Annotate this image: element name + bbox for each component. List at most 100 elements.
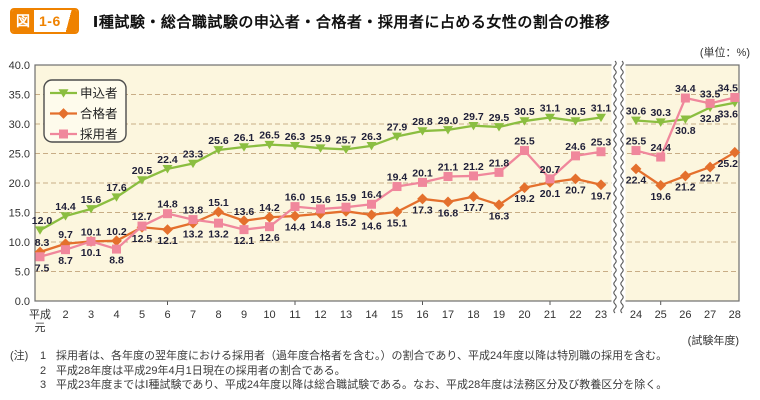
svg-text:平成: 平成	[29, 308, 51, 321]
note-number: 3	[40, 379, 47, 391]
svg-text:16.3: 16.3	[489, 210, 510, 222]
axis-break-wavy-line	[620, 60, 624, 314]
svg-text:23.3: 23.3	[183, 149, 204, 161]
svg-text:14.4: 14.4	[55, 201, 76, 213]
svg-text:25.3: 25.3	[591, 137, 612, 149]
svg-text:33.5: 33.5	[700, 88, 721, 100]
note-row: 3 平成23年度まではⅠ種試験であり、平成24年度以降は総合職試験である。なお、…	[10, 378, 667, 393]
y-axis-tick-label: 5.0	[15, 267, 30, 279]
y-axis-tick-label: 25.0	[9, 149, 30, 161]
svg-text:26.5: 26.5	[259, 130, 280, 142]
legend-label: 申込者	[80, 87, 118, 101]
svg-text:19.4: 19.4	[387, 172, 408, 184]
svg-text:20.5: 20.5	[132, 165, 153, 177]
svg-text:24: 24	[630, 309, 642, 321]
page-title: Ⅰ種試験・総合職試験の申込者・合格者・採用者に占める女性の割合の推移	[92, 13, 611, 31]
svg-text:8.8: 8.8	[109, 255, 124, 267]
svg-text:4: 4	[113, 309, 119, 321]
svg-text:22.4: 22.4	[157, 154, 178, 166]
note-row: (注) 1 採用者は、各年度の翌年度における採用者（過年度合格者を含む。）の割合…	[10, 349, 667, 364]
svg-text:13.2: 13.2	[183, 229, 204, 241]
legend-label: 採用者	[80, 128, 118, 142]
svg-text:8.7: 8.7	[58, 255, 73, 267]
svg-text:14.2: 14.2	[259, 202, 280, 214]
svg-text:33.6: 33.6	[718, 108, 739, 120]
svg-text:15: 15	[391, 309, 403, 321]
svg-text:14.6: 14.6	[361, 220, 382, 232]
svg-text:21.2: 21.2	[675, 181, 696, 193]
svg-text:16: 16	[416, 309, 428, 321]
axis-break-wavy-line	[613, 60, 617, 314]
svg-text:3: 3	[88, 309, 94, 321]
svg-text:25.9: 25.9	[310, 133, 331, 145]
legend-label: 合格者	[80, 106, 118, 121]
svg-text:21.1: 21.1	[438, 162, 459, 174]
svg-text:22.4: 22.4	[626, 174, 647, 186]
svg-text:30.3: 30.3	[650, 107, 671, 119]
y-axis-tick-label: 0.0	[15, 296, 30, 308]
svg-text:2: 2	[62, 309, 68, 321]
svg-text:17.6: 17.6	[106, 182, 127, 194]
svg-text:22.7: 22.7	[700, 173, 721, 185]
svg-text:30.5: 30.5	[514, 106, 535, 118]
axis-break-band	[611, 60, 626, 312]
svg-text:34.4: 34.4	[675, 83, 696, 95]
figure-badge-number: 1-6	[39, 13, 61, 29]
svg-text:13.2: 13.2	[208, 229, 229, 241]
figure-badge-prefix: 図	[12, 10, 34, 32]
plot-border	[34, 64, 740, 302]
svg-text:23: 23	[595, 309, 607, 321]
svg-text:25.5: 25.5	[626, 136, 647, 148]
svg-text:21.2: 21.2	[463, 161, 484, 173]
y-axis-tick-label: 20.0	[9, 178, 30, 190]
svg-text:15.1: 15.1	[208, 197, 229, 209]
svg-text:13.8: 13.8	[183, 205, 204, 217]
y-axis-tick-label: 10.0	[9, 237, 30, 249]
svg-text:30.6: 30.6	[626, 105, 647, 117]
svg-text:7: 7	[190, 309, 196, 321]
svg-text:19: 19	[493, 309, 505, 321]
svg-text:8: 8	[215, 309, 221, 321]
svg-text:25.7: 25.7	[336, 134, 357, 146]
note-prefix: (注)	[10, 350, 29, 362]
svg-text:30.5: 30.5	[565, 106, 586, 118]
svg-text:26.3: 26.3	[361, 131, 382, 143]
y-axis-tick-label: 35.0	[9, 90, 30, 102]
svg-text:31.1: 31.1	[540, 103, 561, 115]
svg-text:16.4: 16.4	[361, 189, 382, 201]
svg-text:18: 18	[467, 309, 479, 321]
svg-text:29.5: 29.5	[489, 112, 510, 124]
svg-text:32.8: 32.8	[700, 113, 721, 125]
svg-text:26: 26	[679, 309, 691, 321]
svg-text:9.7: 9.7	[58, 229, 73, 241]
svg-text:34.5: 34.5	[718, 82, 739, 94]
note-number: 1	[40, 350, 47, 362]
svg-text:7.5: 7.5	[35, 262, 50, 274]
svg-text:25.5: 25.5	[514, 136, 535, 148]
svg-text:6: 6	[164, 309, 170, 321]
svg-text:15.9: 15.9	[336, 192, 357, 204]
svg-text:20.7: 20.7	[540, 164, 561, 176]
note-text: 平成28年度は平成29年4月1日現在の採用者の割合である。	[56, 364, 346, 377]
svg-text:10: 10	[263, 309, 275, 321]
svg-text:12: 12	[314, 309, 326, 321]
svg-text:21.8: 21.8	[489, 157, 510, 169]
svg-text:20.7: 20.7	[565, 184, 586, 196]
svg-text:24.6: 24.6	[565, 141, 586, 153]
svg-text:12.6: 12.6	[259, 232, 280, 244]
svg-text:17.7: 17.7	[463, 202, 484, 214]
svg-text:20.1: 20.1	[412, 167, 433, 179]
header: 図 1-6 Ⅰ種試験・総合職試験の申込者・合格者・採用者に占める女性の割合の推移	[10, 8, 610, 34]
svg-text:27: 27	[704, 309, 716, 321]
svg-text:15.1: 15.1	[387, 217, 408, 229]
note-text: 採用者は、各年度の翌年度における採用者（過年度合格者を含む。）の割合であり、平成…	[56, 350, 668, 362]
series-triangle-down-line	[35, 98, 740, 235]
svg-text:19.2: 19.2	[514, 193, 535, 205]
svg-text:9: 9	[241, 309, 247, 321]
y-axis-tick-label: 30.0	[9, 119, 30, 131]
y-axis-tick-label: 40.0	[9, 60, 30, 72]
svg-text:29.7: 29.7	[463, 111, 484, 123]
svg-text:28: 28	[729, 309, 741, 321]
